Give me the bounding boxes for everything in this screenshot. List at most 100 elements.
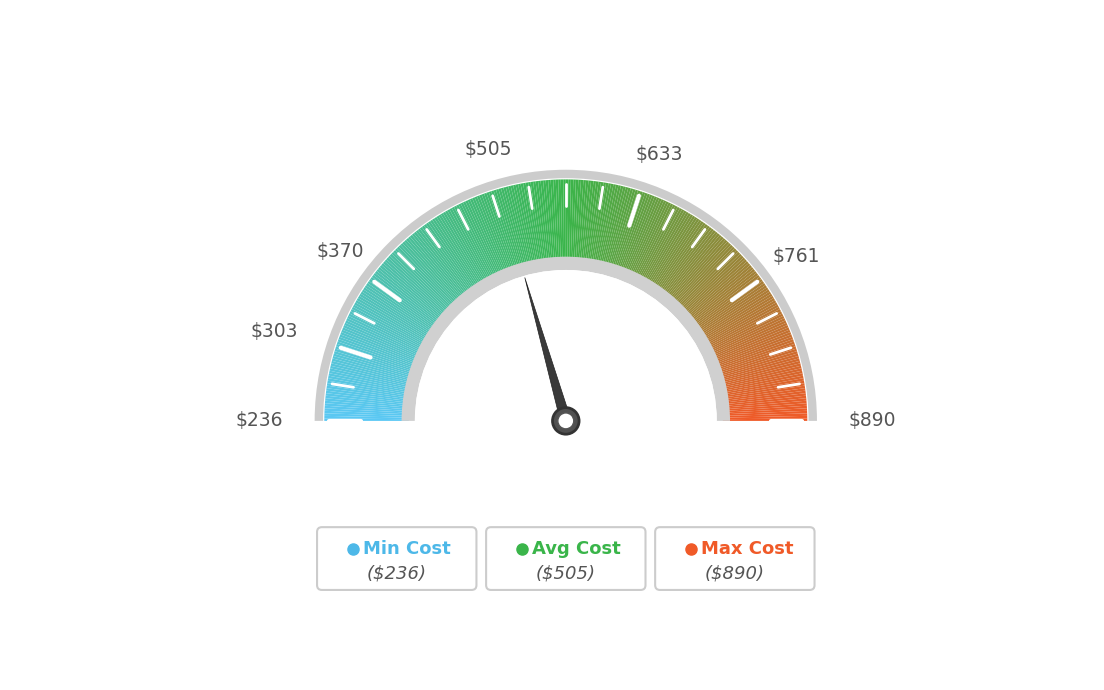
Wedge shape <box>614 191 643 272</box>
Wedge shape <box>392 252 454 313</box>
Wedge shape <box>327 381 411 396</box>
Wedge shape <box>687 267 754 322</box>
Wedge shape <box>326 395 410 406</box>
Wedge shape <box>410 235 466 301</box>
Wedge shape <box>528 182 543 266</box>
Wedge shape <box>470 198 505 277</box>
Wedge shape <box>436 216 484 288</box>
Wedge shape <box>577 180 586 264</box>
FancyBboxPatch shape <box>317 527 477 590</box>
Wedge shape <box>452 207 493 283</box>
Wedge shape <box>326 388 411 401</box>
Wedge shape <box>390 254 453 313</box>
Wedge shape <box>447 209 490 284</box>
Wedge shape <box>637 206 678 282</box>
Wedge shape <box>569 179 573 264</box>
Wedge shape <box>707 313 783 353</box>
Wedge shape <box>415 270 716 421</box>
Wedge shape <box>719 368 802 388</box>
Wedge shape <box>384 259 449 317</box>
Wedge shape <box>327 383 411 398</box>
Wedge shape <box>605 187 628 269</box>
Wedge shape <box>333 351 415 377</box>
Wedge shape <box>551 179 558 264</box>
Wedge shape <box>722 401 807 409</box>
Wedge shape <box>721 383 805 398</box>
Wedge shape <box>647 215 693 288</box>
Wedge shape <box>715 348 797 375</box>
Wedge shape <box>363 287 435 335</box>
Wedge shape <box>380 265 446 321</box>
Wedge shape <box>704 307 779 348</box>
Wedge shape <box>395 248 456 310</box>
Wedge shape <box>651 218 700 290</box>
Wedge shape <box>373 273 442 326</box>
Wedge shape <box>654 221 703 292</box>
FancyBboxPatch shape <box>655 527 815 590</box>
Wedge shape <box>664 232 718 299</box>
Wedge shape <box>424 224 475 294</box>
Wedge shape <box>666 235 722 301</box>
Wedge shape <box>720 378 804 395</box>
Wedge shape <box>434 217 481 289</box>
Wedge shape <box>396 246 457 308</box>
Wedge shape <box>718 361 800 384</box>
Wedge shape <box>722 391 806 403</box>
Wedge shape <box>463 201 500 279</box>
Wedge shape <box>694 283 765 333</box>
Wedge shape <box>422 226 474 295</box>
Wedge shape <box>572 179 578 264</box>
Wedge shape <box>683 262 749 318</box>
Wedge shape <box>393 250 455 311</box>
Wedge shape <box>587 181 601 266</box>
Wedge shape <box>329 371 412 390</box>
Wedge shape <box>346 320 423 357</box>
Wedge shape <box>399 245 458 308</box>
Wedge shape <box>465 200 502 278</box>
Wedge shape <box>325 406 410 413</box>
Wedge shape <box>721 388 806 401</box>
Wedge shape <box>648 216 696 288</box>
Wedge shape <box>645 212 689 286</box>
Wedge shape <box>601 185 620 268</box>
Wedge shape <box>484 193 514 273</box>
Wedge shape <box>705 311 782 351</box>
Wedge shape <box>598 185 618 268</box>
Wedge shape <box>445 210 489 285</box>
Wedge shape <box>702 302 777 345</box>
Wedge shape <box>709 320 786 357</box>
Wedge shape <box>675 246 735 308</box>
Wedge shape <box>468 199 503 277</box>
Wedge shape <box>681 257 745 316</box>
Wedge shape <box>533 181 546 266</box>
Wedge shape <box>650 217 698 289</box>
Wedge shape <box>720 373 803 391</box>
Wedge shape <box>574 179 581 264</box>
Wedge shape <box>665 233 720 300</box>
Wedge shape <box>489 191 518 272</box>
Wedge shape <box>349 313 425 353</box>
Wedge shape <box>691 275 760 327</box>
Wedge shape <box>719 364 800 385</box>
Text: Max Cost: Max Cost <box>701 540 794 558</box>
Wedge shape <box>686 265 752 321</box>
Wedge shape <box>609 189 636 270</box>
Wedge shape <box>353 304 428 346</box>
Wedge shape <box>591 182 606 266</box>
Wedge shape <box>503 187 527 269</box>
Wedge shape <box>584 181 596 265</box>
Wedge shape <box>426 223 476 293</box>
Wedge shape <box>326 398 410 408</box>
Wedge shape <box>612 190 638 271</box>
Wedge shape <box>613 190 640 272</box>
Wedge shape <box>531 181 544 266</box>
Wedge shape <box>438 215 485 288</box>
Wedge shape <box>602 186 624 268</box>
Wedge shape <box>708 316 784 354</box>
Wedge shape <box>325 416 408 420</box>
Circle shape <box>558 413 574 429</box>
Wedge shape <box>658 226 710 295</box>
Wedge shape <box>501 188 526 270</box>
Wedge shape <box>443 212 487 286</box>
Wedge shape <box>693 281 764 331</box>
